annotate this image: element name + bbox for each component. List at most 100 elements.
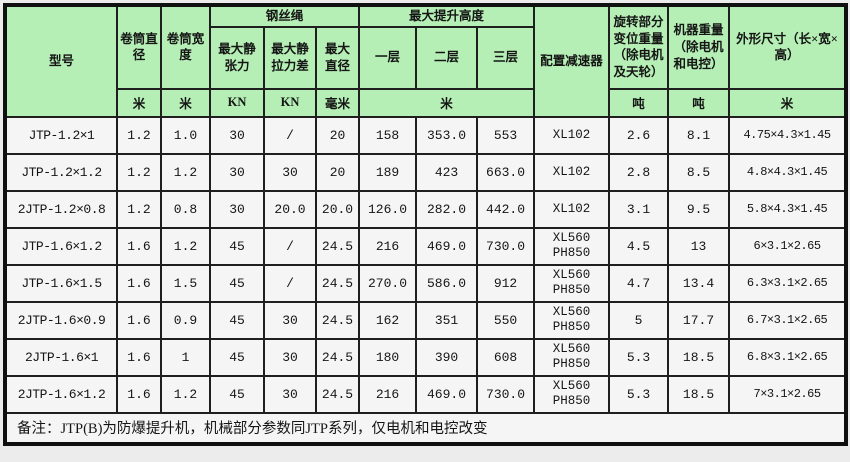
cell-layer-2: 351 bbox=[415, 300, 479, 340]
unit-max-tension-diff: KN bbox=[263, 87, 317, 118]
cell-tension-diff: / bbox=[263, 226, 317, 266]
cell-tension-diff: / bbox=[263, 115, 317, 155]
cell-reducer: XL102 bbox=[533, 115, 611, 155]
cell-reducer: XL560 PH850 bbox=[533, 337, 611, 377]
header-layer-3: 三层 bbox=[476, 25, 536, 90]
header-rotating-weight: 旋转部分变位重量（除电机及天轮） bbox=[608, 4, 670, 90]
table-row: 2JTP-1.6×1.2 1.6 1.2 45 30 24.5 216 469.… bbox=[4, 374, 848, 414]
cell-model: 2JTP-1.6×1.2 bbox=[4, 374, 118, 414]
table-note: 备注：JTP(B)为防爆提升机，机械部分参数同JTP系列，仅电机和电控改变 bbox=[3, 411, 848, 445]
cell-rope-diameter: 20 bbox=[314, 115, 361, 155]
cell-reducer: XL102 bbox=[533, 189, 611, 229]
cell-machine-weight: 9.5 bbox=[667, 189, 731, 229]
cell-dimensions: 6×3.1×2.65 bbox=[728, 226, 848, 266]
cell-drum-width: 1.2 bbox=[160, 226, 211, 266]
cell-drum-diameter: 1.6 bbox=[116, 374, 162, 414]
cell-tension: 45 bbox=[209, 226, 265, 266]
cell-rope-diameter: 20.0 bbox=[314, 189, 361, 229]
cell-tension-diff: 30 bbox=[263, 152, 317, 192]
cell-drum-diameter: 1.2 bbox=[116, 152, 162, 192]
cell-machine-weight: 17.7 bbox=[667, 300, 731, 340]
header-row-groups: 型号 卷筒直径 卷筒宽度 钢丝绳 最大提升高度 配置减速器 旋转部分变位重量（除… bbox=[4, 4, 848, 118]
cell-layer-1: 216 bbox=[358, 226, 418, 266]
cell-rotating-weight: 5.3 bbox=[608, 374, 670, 414]
cell-dimensions: 4.75×4.3×1.45 bbox=[728, 115, 848, 155]
unit-row: 米 米 KN KN 毫米 米 吨 吨 米 bbox=[5, 87, 848, 118]
cell-layer-3: 550 bbox=[476, 300, 536, 340]
cell-drum-diameter: 1.6 bbox=[116, 337, 162, 377]
cell-rotating-weight: 2.8 bbox=[608, 152, 670, 192]
cell-reducer: XL102 bbox=[533, 152, 611, 192]
cell-drum-diameter: 1.2 bbox=[116, 115, 162, 155]
cell-layer-1: 180 bbox=[358, 337, 418, 377]
cell-layer-1: 126.0 bbox=[358, 189, 418, 229]
cell-machine-weight: 18.5 bbox=[667, 374, 731, 414]
cell-layer-2: 390 bbox=[415, 337, 479, 377]
cell-rotating-weight: 5 bbox=[608, 300, 670, 340]
unit-lift-height: 米 bbox=[358, 87, 536, 118]
cell-layer-2: 469.0 bbox=[415, 374, 479, 414]
cell-drum-width: 1.2 bbox=[160, 152, 211, 192]
table-row: 2JTP-1.2×0.8 1.2 0.8 30 20.0 20.0 126.0 … bbox=[4, 189, 848, 229]
cell-drum-width: 0.8 bbox=[160, 189, 211, 229]
unit-max-static-tension: KN bbox=[209, 87, 265, 118]
cell-rope-diameter: 24.5 bbox=[314, 226, 361, 266]
unit-machine-weight: 吨 bbox=[667, 87, 731, 118]
cell-rotating-weight: 4.5 bbox=[608, 226, 670, 266]
cell-tension: 45 bbox=[209, 263, 265, 303]
cell-tension: 45 bbox=[209, 300, 265, 340]
cell-machine-weight: 8.5 bbox=[667, 152, 731, 192]
cell-reducer: XL560 PH850 bbox=[533, 300, 611, 340]
cell-layer-1: 158 bbox=[358, 115, 418, 155]
cell-tension-diff: 30 bbox=[263, 300, 317, 340]
unit-max-rope-diameter: 毫米 bbox=[314, 87, 361, 118]
header-max-rope-diameter: 最大直径 bbox=[314, 25, 361, 90]
table-row: 2JTP-1.6×1 1.6 1 45 30 24.5 180 390 608 … bbox=[4, 337, 848, 377]
cell-drum-width: 0.9 bbox=[160, 300, 211, 340]
cell-layer-3: 730.0 bbox=[476, 374, 536, 414]
cell-layer-1: 189 bbox=[358, 152, 418, 192]
cell-tension: 45 bbox=[209, 374, 265, 414]
cell-tension: 45 bbox=[209, 337, 265, 377]
cell-rope-diameter: 24.5 bbox=[314, 300, 361, 340]
header-drum-diameter: 卷筒直径 bbox=[116, 4, 162, 90]
cell-dimensions: 7×3.1×2.65 bbox=[728, 374, 848, 414]
table-row: JTP-1.2×1.2 1.2 1.2 30 30 20 189 423 663… bbox=[4, 152, 848, 192]
cell-layer-1: 270.0 bbox=[358, 263, 418, 303]
unit-dimensions: 米 bbox=[728, 87, 848, 118]
cell-layer-2: 586.0 bbox=[415, 263, 479, 303]
cell-model: JTP-1.6×1.5 bbox=[4, 263, 118, 303]
header-wire-rope-group: 钢丝绳 bbox=[208, 4, 361, 28]
cell-layer-2: 282.0 bbox=[415, 189, 479, 229]
header-max-static-tension: 最大静张力 bbox=[209, 25, 265, 90]
header-dimensions: 外形尺寸（长×宽×高） bbox=[728, 4, 848, 90]
table-row: 2JTP-1.6×0.9 1.6 0.9 45 30 24.5 162 351 … bbox=[4, 300, 848, 340]
note-row: 备注：JTP(B)为防爆提升机，机械部分参数同JTP系列，仅电机和电控改变 bbox=[3, 411, 848, 445]
cell-tension-diff: / bbox=[263, 263, 317, 303]
cell-layer-2: 423 bbox=[415, 152, 479, 192]
cell-model: JTP-1.2×1 bbox=[4, 115, 118, 155]
cell-model: JTP-1.6×1.2 bbox=[4, 226, 118, 266]
hoist-spec-table: 型号 卷筒直径 卷筒宽度 钢丝绳 最大提升高度 配置减速器 旋转部分变位重量（除… bbox=[3, 3, 849, 446]
cell-tension-diff: 30 bbox=[263, 374, 317, 414]
cell-tension: 30 bbox=[209, 189, 265, 229]
cell-layer-3: 730.0 bbox=[476, 226, 536, 266]
table-row: JTP-1.2×1 1.2 1.0 30 / 20 158 353.0 553 … bbox=[4, 115, 848, 155]
cell-drum-diameter: 1.6 bbox=[116, 300, 162, 340]
table-row: JTP-1.6×1.2 1.6 1.2 45 / 24.5 216 469.0 … bbox=[4, 226, 848, 266]
header-layer-1: 一层 bbox=[358, 25, 418, 90]
header-drum-width: 卷筒宽度 bbox=[160, 4, 211, 90]
cell-model: 2JTP-1.2×0.8 bbox=[4, 189, 118, 229]
cell-drum-width: 1.5 bbox=[160, 263, 211, 303]
cell-dimensions: 5.8×4.3×1.45 bbox=[728, 189, 848, 229]
cell-machine-weight: 13.4 bbox=[667, 263, 731, 303]
cell-model: 2JTP-1.6×0.9 bbox=[4, 300, 118, 340]
header-layer-2: 二层 bbox=[415, 25, 479, 90]
cell-machine-weight: 18.5 bbox=[667, 337, 731, 377]
header-max-lift-height-group: 最大提升高度 bbox=[358, 4, 536, 28]
cell-rotating-weight: 2.6 bbox=[608, 115, 670, 155]
header-reducer: 配置减速器 bbox=[533, 4, 611, 118]
cell-model: 2JTP-1.6×1 bbox=[4, 337, 118, 377]
cell-tension-diff: 30 bbox=[263, 337, 317, 377]
